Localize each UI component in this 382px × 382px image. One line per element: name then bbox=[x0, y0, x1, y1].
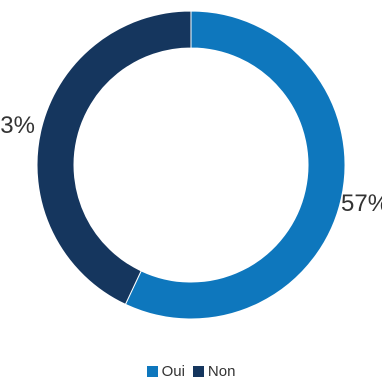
data-label-oui: 57% bbox=[341, 190, 382, 217]
chart-legend: Oui Non bbox=[0, 363, 382, 380]
slice-non bbox=[36, 10, 192, 306]
legend-swatch-oui bbox=[146, 366, 158, 377]
legend-label-non: Non bbox=[207, 363, 236, 380]
legend-swatch-non bbox=[192, 366, 204, 377]
slice-oui bbox=[124, 10, 346, 320]
data-label-non: 43% bbox=[0, 112, 35, 139]
legend-item-non: Non bbox=[192, 363, 236, 380]
legend-label-oui: Oui bbox=[161, 363, 185, 380]
legend-item-oui: Oui bbox=[146, 363, 185, 380]
